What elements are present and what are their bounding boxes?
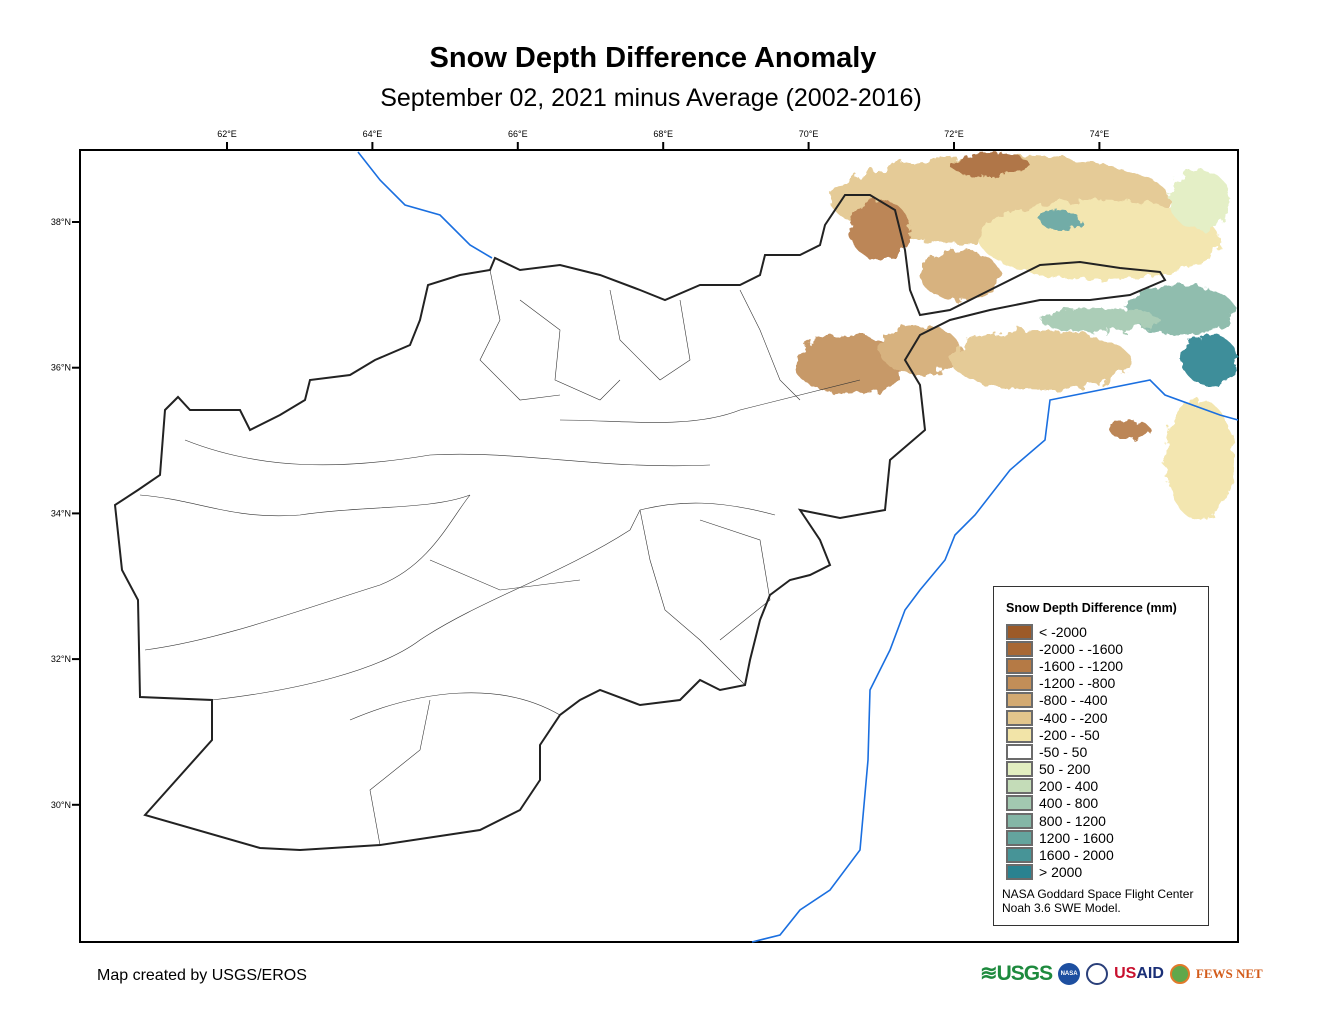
fews-net-logo: FEWS NET xyxy=(1195,965,1263,981)
latitude-tick-label: 30°N xyxy=(51,800,71,810)
data-credit: NASA Goddard Space Flight Center Noah 3.… xyxy=(1002,887,1193,915)
legend-item: -50 - 50 xyxy=(1006,743,1123,760)
legend-swatch xyxy=(1006,623,1033,640)
afghanistan-border xyxy=(113,194,1167,852)
legend-label: 1600 - 2000 xyxy=(1039,847,1114,864)
legend-item: 1600 - 2000 xyxy=(1006,846,1123,864)
map-title: Snow Depth Difference Anomaly xyxy=(429,42,877,74)
legend-item: 400 - 800 xyxy=(1006,795,1123,812)
legend-items: < -2000 -2000 - -1600 -1600 - -1200 -1200 -… xyxy=(1006,623,1123,881)
legend-item: 50 - 200 xyxy=(1006,761,1123,778)
map-subtitle: September 02, 2021 minus Average (2002-2… xyxy=(380,84,922,112)
longitude-tick-label: 62°E xyxy=(217,129,237,139)
legend-item: -800 - -400 xyxy=(1006,692,1123,709)
legend: Snow Depth Difference (mm) < -2000 -2000 … xyxy=(993,586,1209,926)
fews-globe-icon xyxy=(1169,963,1190,984)
legend-label: 400 - 800 xyxy=(1039,795,1099,812)
legend-label: -2000 - -1600 xyxy=(1039,640,1124,657)
legend-swatch xyxy=(1006,675,1033,692)
northern-border-river xyxy=(357,151,493,259)
legend-label: -400 - -200 xyxy=(1039,709,1108,726)
longitude-tick-label: 70°E xyxy=(799,129,819,139)
latitude-tick-label: 32°N xyxy=(51,654,71,664)
legend-label: -50 - 50 xyxy=(1039,743,1088,760)
map-credit: Map created by USGS/EROS xyxy=(97,967,307,984)
partner-logos: ≋USGS NASA USAID FEWS NET xyxy=(980,961,1263,986)
legend-label: 1200 - 1600 xyxy=(1039,829,1114,846)
nasa-logo: NASA xyxy=(1058,962,1081,985)
legend-item: 1200 - 1600 xyxy=(1006,829,1123,846)
legend-item: 200 - 400 xyxy=(1006,778,1123,795)
legend-label: < -2000 xyxy=(1039,623,1087,640)
legend-swatch xyxy=(1006,761,1033,778)
legend-swatch xyxy=(1006,657,1033,674)
legend-item: -1200 - -800 xyxy=(1006,675,1123,692)
legend-swatch xyxy=(1006,829,1033,846)
snow-anomaly-raster xyxy=(795,153,1238,520)
legend-swatch xyxy=(1006,778,1033,795)
legend-title: Snow Depth Difference (mm) xyxy=(1006,601,1177,615)
latitude-tick-label: 34°N xyxy=(51,508,71,518)
longitude-tick-label: 64°E xyxy=(363,129,383,139)
legend-swatch xyxy=(1006,692,1033,709)
noaa-seal-logo xyxy=(1086,962,1109,985)
legend-item: -400 - -200 xyxy=(1006,709,1123,726)
legend-label: 50 - 200 xyxy=(1039,761,1091,778)
legend-item: -2000 - -1600 xyxy=(1006,640,1123,657)
pakistan-border xyxy=(751,379,1239,943)
legend-item: -1600 - -1200 xyxy=(1006,657,1123,674)
legend-label: -200 - -50 xyxy=(1039,726,1100,743)
legend-swatch xyxy=(1006,812,1033,829)
legend-swatch xyxy=(1006,743,1033,760)
internal-boundaries xyxy=(139,269,861,846)
legend-label: 200 - 400 xyxy=(1039,778,1099,795)
graticule-ticks: 62°E 64°E 66°E 68°E 70°E 72°E 74°E 38°N 36°N 34°N… xyxy=(51,129,1109,810)
credit-line-1: NASA Goddard Space Flight Center xyxy=(1002,887,1194,901)
legend-label: > 2000 xyxy=(1039,864,1083,881)
latitude-tick-label: 36°N xyxy=(51,363,71,373)
credit-line-2: Noah 3.6 SWE Model. xyxy=(1002,901,1121,915)
legend-label: -1600 - -1200 xyxy=(1039,657,1124,674)
legend-label: -1200 - -800 xyxy=(1039,675,1116,692)
longitude-tick-label: 66°E xyxy=(508,129,528,139)
legend-swatch xyxy=(1006,726,1033,743)
legend-swatch xyxy=(1006,709,1033,726)
legend-item: > 2000 xyxy=(1006,864,1123,881)
legend-item: < -2000 xyxy=(1006,623,1123,640)
legend-swatch xyxy=(1006,795,1033,812)
longitude-tick-label: 74°E xyxy=(1090,129,1110,139)
longitude-tick-label: 72°E xyxy=(944,129,964,139)
legend-swatch xyxy=(1006,640,1033,657)
legend-item: 800 - 1200 xyxy=(1006,812,1123,829)
legend-label: 800 - 1200 xyxy=(1039,812,1106,829)
latitude-tick-label: 38°N xyxy=(51,217,71,227)
legend-swatch xyxy=(1006,847,1033,864)
usaid-logo: USAID xyxy=(1114,964,1164,982)
legend-item: -200 - -50 xyxy=(1006,726,1123,743)
longitude-tick-label: 68°E xyxy=(653,129,673,139)
usgs-logo: ≋USGS xyxy=(980,962,1053,985)
legend-label: -800 - -400 xyxy=(1039,692,1108,709)
legend-swatch xyxy=(1006,864,1033,881)
